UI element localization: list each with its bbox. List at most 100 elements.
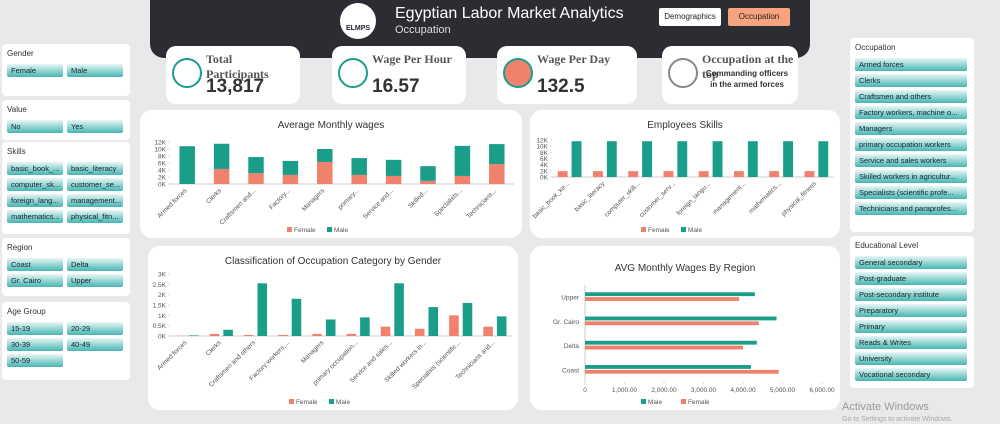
bar — [428, 307, 439, 336]
legend-swatch — [641, 399, 646, 404]
bar — [454, 175, 471, 184]
slicer-item[interactable]: 40-49 — [67, 338, 123, 351]
y-tick-label: Gr. Cairo — [553, 319, 579, 326]
bar — [585, 297, 740, 301]
slicer-item[interactable]: Service and sales workers — [855, 154, 967, 167]
slicer-item[interactable]: Clerks — [855, 74, 967, 87]
slicer-item[interactable]: Skilled workers in agricultur... — [855, 170, 967, 183]
slicer-item[interactable]: Factory workers, machine o... — [855, 106, 967, 119]
slicer-item[interactable]: customer_se... — [67, 178, 123, 191]
bar — [346, 333, 357, 336]
bar — [818, 141, 829, 177]
slicer-item[interactable]: Craftsmen and others — [855, 90, 967, 103]
slicer-item[interactable]: 20-29 — [67, 322, 123, 335]
y-tick-label: 12K — [536, 138, 548, 145]
slicer-item[interactable]: University — [855, 352, 967, 365]
slicer-item[interactable]: Female — [7, 64, 63, 77]
y-tick-label: 10K — [154, 147, 166, 154]
bar — [248, 173, 264, 184]
bar — [642, 141, 652, 177]
slicer-item[interactable]: Specialists (scientific profe... — [855, 186, 967, 199]
legend-label: Male — [334, 227, 348, 234]
bar — [449, 315, 459, 336]
bar — [489, 144, 505, 165]
slicer-item[interactable]: General secondary — [855, 256, 967, 269]
slicer-item[interactable]: basic_literacy — [67, 162, 123, 175]
slicer-item[interactable]: foreign_lang... — [7, 194, 63, 207]
bar — [223, 329, 233, 336]
x-tick-label: 6,000.00 — [809, 387, 835, 394]
bar — [606, 141, 617, 177]
y-tick-label: 12K — [154, 140, 166, 147]
bar — [248, 157, 264, 174]
y-tick-label: Coast — [562, 367, 579, 374]
slicer-title: Educational Level — [855, 241, 919, 250]
bar — [677, 141, 688, 177]
legend-swatch — [329, 399, 334, 404]
bar — [385, 159, 402, 176]
slicer-title: Value — [7, 105, 27, 114]
legend-swatch — [327, 227, 332, 232]
bar — [291, 298, 302, 336]
bar — [585, 340, 757, 345]
bar — [360, 317, 370, 336]
slicer-item[interactable]: Primary — [855, 320, 967, 333]
slicer-item[interactable]: Preparatory — [855, 304, 967, 317]
slicer-item[interactable]: 30-39 — [7, 338, 63, 351]
bar — [585, 316, 777, 321]
legend-swatch — [641, 227, 646, 232]
slicer-item[interactable]: 50-59 — [7, 354, 63, 367]
legend-label: Male — [688, 227, 702, 234]
slicer-item[interactable]: mathematics... — [7, 210, 63, 223]
slicer-item[interactable]: Coast — [7, 258, 63, 271]
y-tick-label: 2K — [158, 292, 167, 299]
bar — [209, 333, 220, 336]
chart-title: Classification of Occupation Category by… — [225, 256, 442, 267]
slicer-item[interactable]: Delta — [67, 258, 123, 271]
slicer-title: Gender — [7, 49, 34, 58]
slicer-item[interactable]: Managers — [855, 122, 967, 135]
legend-label: Female — [296, 399, 318, 406]
tab[interactable]: Demographics — [659, 8, 721, 26]
x-tick-label: 2,000.00 — [651, 387, 677, 394]
slicer-item[interactable]: Gr. Cairo — [7, 274, 63, 287]
bar — [804, 171, 815, 177]
legend-label: Male — [648, 399, 662, 406]
slicer-item[interactable]: No — [7, 120, 63, 133]
bar — [257, 283, 268, 336]
card-icon — [172, 58, 202, 88]
slicer-item[interactable]: basic_book_... — [7, 162, 63, 175]
slicer-item[interactable]: primary occupation workers — [855, 138, 967, 151]
slicer-item[interactable]: Reads & Writes — [855, 336, 967, 349]
slicer-item[interactable]: computer_sk... — [7, 178, 63, 191]
slicer-item[interactable]: Upper — [67, 274, 123, 287]
card-icon — [338, 58, 368, 88]
slicer-item[interactable]: management... — [67, 194, 123, 207]
slicer-item[interactable]: physical_fitn... — [67, 210, 123, 223]
watermark-title: Activate Windows — [842, 401, 929, 413]
slicer-item[interactable]: Post-graduate — [855, 272, 967, 285]
bar — [282, 160, 299, 175]
slicer-item[interactable]: Male — [67, 64, 123, 77]
y-tick-label: 0.5K — [153, 323, 167, 330]
tab[interactable]: Occupation — [728, 8, 790, 26]
slicer-item[interactable]: 15-19 — [7, 322, 63, 335]
slicer-item[interactable]: Yes — [67, 120, 123, 133]
bar — [483, 326, 493, 336]
slicer-item[interactable]: Technicians and paraprofes... — [855, 202, 967, 215]
header-title: Egyptian Labor Market Analytics — [395, 5, 624, 22]
bar — [585, 365, 751, 369]
legend-label: Female — [648, 227, 670, 234]
y-tick-label: 0K — [540, 175, 549, 182]
chart-title: AVG Monthly Wages By Region — [615, 263, 756, 274]
bar — [385, 175, 402, 184]
card-title: Total Participants — [206, 52, 269, 81]
header-subtitle: Occupation — [395, 24, 451, 36]
legend-label: Female — [688, 399, 710, 406]
slicer-item[interactable]: Vocational secondary — [855, 368, 967, 381]
card-icon — [503, 58, 533, 88]
slicer-item[interactable]: Post-secondary institute — [855, 288, 967, 301]
slicer-item[interactable]: Armed forces — [855, 58, 967, 71]
legend-label: Female — [294, 227, 316, 234]
card-title: Wage Per Hour — [372, 52, 452, 66]
